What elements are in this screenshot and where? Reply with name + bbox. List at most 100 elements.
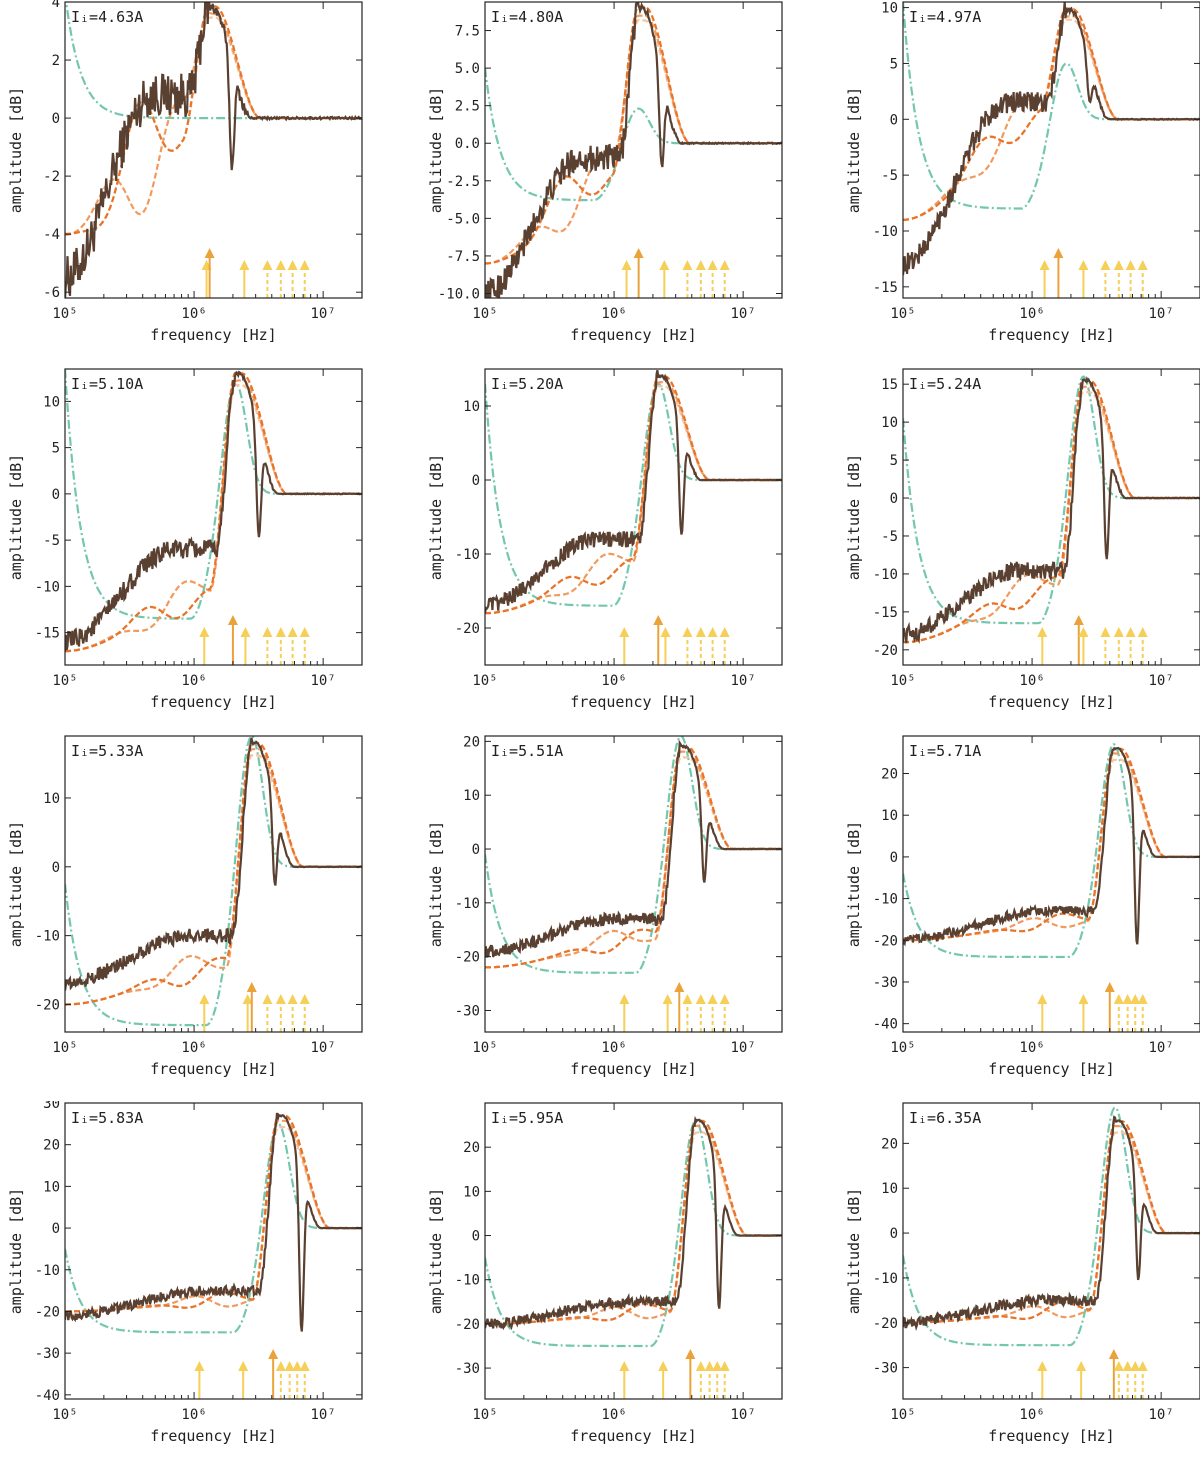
mode-arrow-head xyxy=(719,627,730,637)
model-curve xyxy=(485,1119,782,1348)
y-tick-label: 0 xyxy=(890,1226,898,1242)
y-tick-label: -10 xyxy=(873,892,898,908)
model-curve xyxy=(485,67,782,202)
y-tick-label: -5 xyxy=(881,529,898,545)
mode-arrow-head xyxy=(1113,994,1124,1004)
y-tick-label: 0 xyxy=(52,860,60,876)
axes-frame xyxy=(64,368,363,666)
y-tick-label: -20 xyxy=(873,643,898,659)
x-axis-label: frequency [Hz] xyxy=(570,693,696,711)
measured-curve xyxy=(485,1115,782,1331)
mode-arrow-head xyxy=(660,627,671,637)
x-tick-label: 10⁶ xyxy=(181,1040,206,1056)
panel-label: Iᵢ=4.80A xyxy=(491,8,563,26)
y-tick-label: 10 xyxy=(881,808,898,824)
mode-arrow-head xyxy=(719,1361,730,1371)
chart-panel: -30 -20 -10 0 10 20 10⁵ 10⁶ 10⁷ frequency [Hz] amp… xyxy=(843,1101,1200,1466)
y-tick-label: -10 xyxy=(873,224,898,240)
y-tick-label: -15 xyxy=(873,280,898,296)
x-tick-label: 10⁶ xyxy=(181,1407,206,1423)
y-tick-label: -20 xyxy=(35,1304,60,1320)
y-tick-label: -20 xyxy=(455,621,480,637)
mode-arrow-head xyxy=(239,260,250,270)
y-axis-label: amplitude [dB] xyxy=(7,87,25,213)
x-axis-label: frequency [Hz] xyxy=(988,326,1114,344)
model-curve xyxy=(65,1122,362,1334)
mode-arrow-head xyxy=(262,994,273,1004)
mode-arrow-head xyxy=(1137,994,1148,1004)
mode-arrow-head xyxy=(287,260,298,270)
y-tick-label: -10 xyxy=(455,1273,480,1289)
mode-arrow-head xyxy=(240,627,251,637)
y-axis-label: amplitude [dB] xyxy=(7,821,25,947)
y-tick-label: 4 xyxy=(52,0,60,11)
y-tick-label: -2 xyxy=(43,169,60,185)
y-tick-label: -10 xyxy=(35,1263,60,1279)
x-tick-label: 10⁷ xyxy=(730,1407,755,1423)
y-tick-label: -6 xyxy=(43,285,60,301)
y-tick-label: -5.0 xyxy=(446,211,480,227)
y-axis-label: amplitude [dB] xyxy=(427,87,445,213)
x-tick-label: 10⁵ xyxy=(890,673,915,689)
fit-curve-light xyxy=(903,1131,1200,1324)
y-tick-label: 5 xyxy=(890,56,898,72)
y-tick-label: 15 xyxy=(881,377,898,393)
chart-svg: -20 -15 -10 -5 0 5 10 15 10⁵ 10⁶ 10⁷ frequency [Hz]… xyxy=(845,368,1200,711)
fit-curve-light xyxy=(485,1131,782,1325)
mode-arrow-head xyxy=(707,994,718,1004)
x-axis-label: frequency [Hz] xyxy=(150,693,276,711)
plot-area xyxy=(903,375,1200,665)
fit-curve-dark xyxy=(485,1119,782,1325)
x-axis-label: frequency [Hz] xyxy=(570,1427,696,1445)
x-tick-label: 10⁷ xyxy=(1148,673,1173,689)
y-tick-label: 0 xyxy=(472,473,480,489)
y-tick-label: 20 xyxy=(463,1140,480,1156)
measured-curve xyxy=(485,739,782,958)
y-tick-label: 0 xyxy=(52,111,60,127)
y-axis-label: amplitude [dB] xyxy=(427,821,445,947)
mode-arrow-head xyxy=(1037,1361,1048,1371)
x-tick-label: 10⁷ xyxy=(310,1407,335,1423)
mode-arrow-head xyxy=(704,1361,715,1371)
mode-arrow-head xyxy=(1125,260,1136,270)
mode-arrow-head xyxy=(1122,1361,1133,1371)
chart-panel: -15 -10 -5 0 5 10 10⁵ 10⁶ 10⁷ frequency [Hz] ampli… xyxy=(843,0,1200,365)
fit-curve-mid xyxy=(65,11,362,236)
y-tick-label: -30 xyxy=(455,1003,480,1019)
mode-arrow-head xyxy=(1037,627,1048,637)
mode-arrow-head xyxy=(287,627,298,637)
axes-frame xyxy=(64,1,363,299)
mode-arrow-head xyxy=(284,1361,295,1371)
fit-curve-dark xyxy=(485,746,782,969)
y-axis-label: amplitude [dB] xyxy=(845,87,863,213)
panel-label: Iᵢ=5.95A xyxy=(491,1109,563,1127)
fit-curve-dark xyxy=(65,1114,362,1313)
x-tick-label: 10⁷ xyxy=(1148,1040,1173,1056)
mode-arrow-head xyxy=(1100,627,1111,637)
fit-curve-mid xyxy=(903,385,1200,644)
chart-panel: -30 -20 -10 0 10 20 10⁵ 10⁶ 10⁷ frequency [Hz] amp… xyxy=(425,1101,785,1466)
mode-arrow-head xyxy=(275,994,286,1004)
plot-area xyxy=(485,369,782,665)
mode-arrow-head xyxy=(659,260,670,270)
y-tick-label: 2.5 xyxy=(455,99,480,115)
x-tick-label: 10⁵ xyxy=(472,1407,497,1423)
mode-arrow-head xyxy=(682,260,693,270)
x-tick-label: 10⁵ xyxy=(472,306,497,322)
measured-curve xyxy=(903,746,1200,947)
x-tick-label: 10⁵ xyxy=(52,1040,77,1056)
chart-panel: -20 -15 -10 -5 0 5 10 15 10⁵ 10⁶ 10⁷ frequency [Hz]… xyxy=(843,367,1200,732)
panel-label: Iᵢ=5.10A xyxy=(71,375,143,393)
plot-area xyxy=(65,369,362,665)
y-axis-label: amplitude [dB] xyxy=(7,454,25,580)
fit-curve-light xyxy=(485,756,782,969)
x-tick-label: 10⁵ xyxy=(472,1040,497,1056)
mode-arrow-head xyxy=(1078,994,1089,1004)
model-curve xyxy=(903,2,1200,210)
mode-arrow-head xyxy=(1130,1361,1141,1371)
x-tick-label: 10⁶ xyxy=(601,1040,626,1056)
mode-arrow-head xyxy=(1053,248,1064,258)
mode-arrow-head xyxy=(695,627,706,637)
axes-frame xyxy=(484,1102,783,1400)
y-tick-label: 10 xyxy=(43,791,60,807)
